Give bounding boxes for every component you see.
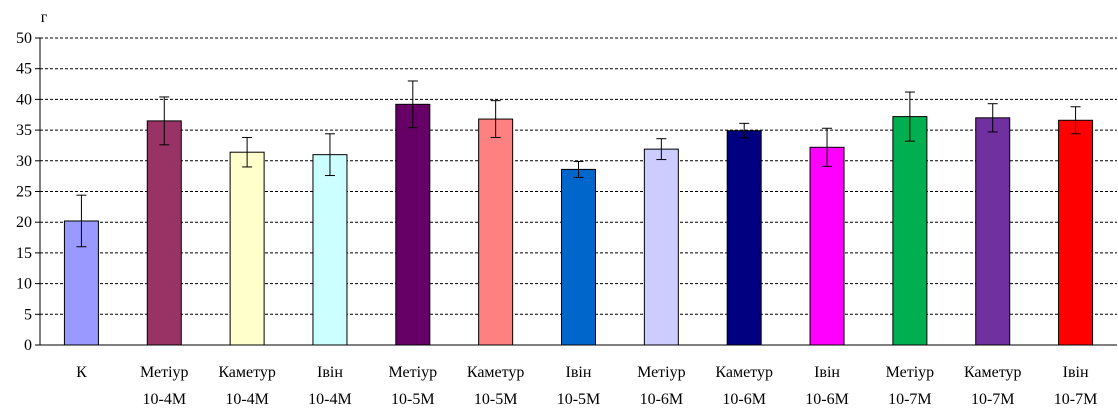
bar bbox=[892, 116, 928, 346]
grid bbox=[40, 37, 1117, 315]
x-tick-label-line2: 10-5М bbox=[391, 391, 435, 408]
y-unit-label: г bbox=[41, 9, 48, 26]
y-tick-label: 10 bbox=[16, 276, 32, 293]
y-tick-label: 50 bbox=[16, 30, 32, 47]
y-tick-label: 35 bbox=[16, 122, 32, 139]
x-tick-label: Метіур bbox=[389, 364, 438, 381]
axes bbox=[39, 38, 1117, 346]
x-tick-label-line2: 10-4М bbox=[225, 391, 269, 408]
x-tick-label: Каметур bbox=[467, 364, 525, 381]
x-tick-label: Каметур bbox=[218, 364, 276, 381]
bar bbox=[1058, 119, 1094, 346]
bars bbox=[63, 103, 1094, 346]
x-tick-label-line2: 10-7М bbox=[971, 391, 1015, 408]
error-bars bbox=[76, 80, 1081, 248]
x-axis-labels: К Метіур 10-4М Каметур 10-4М Івін 10-4М Метіур 1… bbox=[76, 364, 1097, 408]
y-tick-label: 0 bbox=[24, 337, 32, 354]
bar bbox=[312, 154, 348, 346]
x-tick-label: Каметур bbox=[964, 364, 1022, 381]
x-tick-label: Івін bbox=[566, 364, 592, 381]
bar bbox=[146, 120, 182, 346]
x-tick-label-line2: 10-6М bbox=[722, 391, 766, 408]
x-tick-label: Метіур bbox=[886, 364, 935, 381]
x-tick-label: Метіур bbox=[140, 364, 189, 381]
y-tick-label: 15 bbox=[16, 245, 32, 262]
bar bbox=[478, 118, 514, 346]
bar bbox=[726, 130, 762, 346]
y-tick-label: 30 bbox=[16, 153, 32, 170]
y-tick-label: 45 bbox=[16, 61, 32, 78]
y-axis-ticks: 0 5 10 15 20 25 30 35 40 45 50 bbox=[16, 30, 40, 354]
x-tick-label: Івін bbox=[814, 364, 840, 381]
bar bbox=[561, 168, 596, 346]
x-tick-label-line2: 10-5М bbox=[557, 391, 601, 408]
y-tick-label: 40 bbox=[16, 91, 32, 108]
y-tick-label: 20 bbox=[16, 214, 32, 231]
x-tick-label-line2: 10-6М bbox=[640, 391, 684, 408]
x-tick-label-line2: 10-5М bbox=[474, 391, 518, 408]
x-tick-label: Метіур bbox=[637, 364, 686, 381]
bar bbox=[809, 146, 845, 346]
bar bbox=[229, 151, 265, 346]
x-tick-label-line2: 10-4М bbox=[308, 391, 352, 408]
x-tick-label-line2: 10-4М bbox=[142, 391, 186, 408]
x-tick-label: Івін bbox=[1063, 364, 1089, 381]
x-tick-label-line2: 10-7М bbox=[1054, 391, 1098, 408]
x-tick-label: Івін bbox=[317, 364, 343, 381]
bar bbox=[395, 103, 431, 346]
x-tick-label-line2: 10-6М bbox=[805, 391, 849, 408]
y-tick-label: 5 bbox=[24, 306, 32, 323]
y-tick-label: 25 bbox=[16, 184, 32, 201]
x-tick-label: К bbox=[76, 364, 87, 381]
bar bbox=[643, 148, 679, 346]
x-tick-label: Каметур bbox=[715, 364, 773, 381]
x-tick-label-line2: 10-7М bbox=[888, 391, 932, 408]
bar bbox=[975, 117, 1011, 346]
